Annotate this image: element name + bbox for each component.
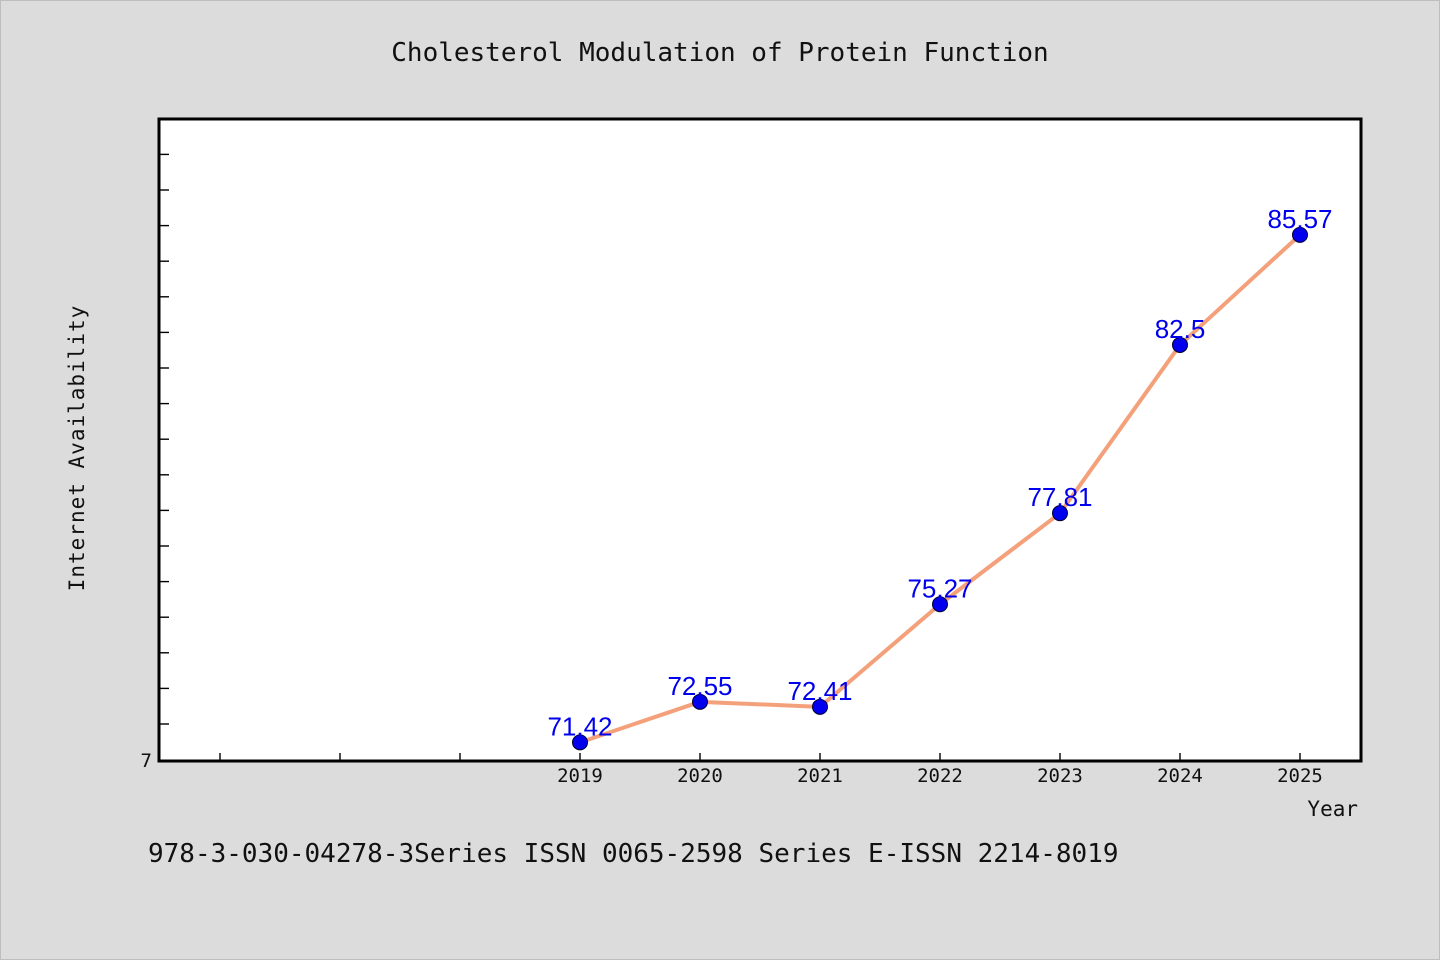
data-label: 71.42	[547, 711, 612, 741]
data-label: 82.5	[1155, 314, 1206, 344]
chart-title: Cholesterol Modulation of Protein Functi…	[391, 38, 1048, 68]
x-axis-label: Year	[1307, 797, 1358, 821]
data-point	[572, 734, 588, 751]
footer-isbn-issn: 978-3-030-04278-3Series ISSN 0065-2598 S…	[148, 839, 1119, 869]
data-labels: 71.42 72.55 72.41 75.27 77.81 82.5 85.57	[547, 204, 1332, 742]
x-tick-label: 2021	[797, 765, 843, 787]
data-point	[1052, 505, 1068, 522]
data-point	[812, 698, 828, 715]
data-label: 75.27	[907, 573, 972, 603]
x-tick-label: 2023	[1037, 765, 1083, 787]
data-label: 77.81	[1027, 482, 1092, 512]
x-tick-label: 2019	[557, 765, 603, 787]
data-point	[932, 596, 948, 613]
x-tick-label: 2024	[1157, 765, 1203, 787]
plot-area	[157, 117, 1363, 763]
x-tick-label: 2025	[1277, 765, 1323, 787]
x-tick-label: 2020	[677, 765, 723, 787]
x-axis-ticks	[219, 753, 1301, 760]
y-axis-ticks	[160, 153, 169, 725]
data-point	[692, 693, 708, 710]
y-axis-label: Internet Availability	[65, 305, 89, 592]
series-markers	[572, 226, 1308, 751]
data-label: 72.41	[787, 676, 852, 706]
y-tick-label: 7	[141, 750, 152, 772]
data-label: 72.55	[667, 671, 732, 701]
data-label: 85.57	[1267, 204, 1332, 234]
data-point	[1172, 336, 1188, 353]
data-point	[1292, 226, 1308, 243]
x-tick-label: 2022	[917, 765, 963, 787]
x-tick-labels: 2019 2020 2021 2022 2023 2024 2025	[557, 765, 1323, 787]
